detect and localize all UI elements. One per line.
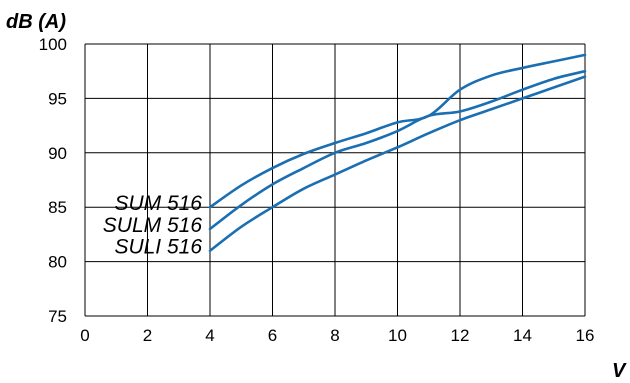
x-tick-label: 6 (268, 326, 277, 345)
x-tick-label: 12 (451, 326, 470, 345)
series-line-1 (208, 53, 587, 209)
x-tick-label: 8 (330, 326, 339, 345)
y-axis-title: dB (A) (6, 11, 66, 33)
y-tick-label: 100 (39, 35, 67, 54)
tick-labels: 0 2 4 6 8 10 12 14 16 75 80 85 90 95 100 (39, 35, 595, 345)
series-line-2 (208, 69, 587, 231)
y-tick-label: 90 (48, 144, 67, 163)
x-tick-label: 4 (205, 326, 214, 345)
series-lines (208, 53, 587, 253)
series-line-3 (208, 75, 587, 253)
series-label-1: SUM 516 (114, 192, 202, 215)
y-tick-label: 85 (48, 198, 67, 217)
x-axis-title: V (612, 360, 627, 382)
x-tick-label: 16 (576, 326, 595, 345)
series-label-3: SULI 516 (114, 236, 202, 259)
y-tick-label: 80 (48, 253, 67, 272)
y-tick-label: 95 (48, 89, 67, 108)
y-tick-label: 75 (48, 307, 67, 326)
series-label-2: SULM 516 (103, 214, 203, 237)
x-tick-label: 14 (513, 326, 532, 345)
x-tick-label: 10 (388, 326, 407, 345)
grid (84, 43, 586, 317)
x-tick-label: 0 (80, 326, 89, 345)
x-tick-label: 2 (143, 326, 152, 345)
